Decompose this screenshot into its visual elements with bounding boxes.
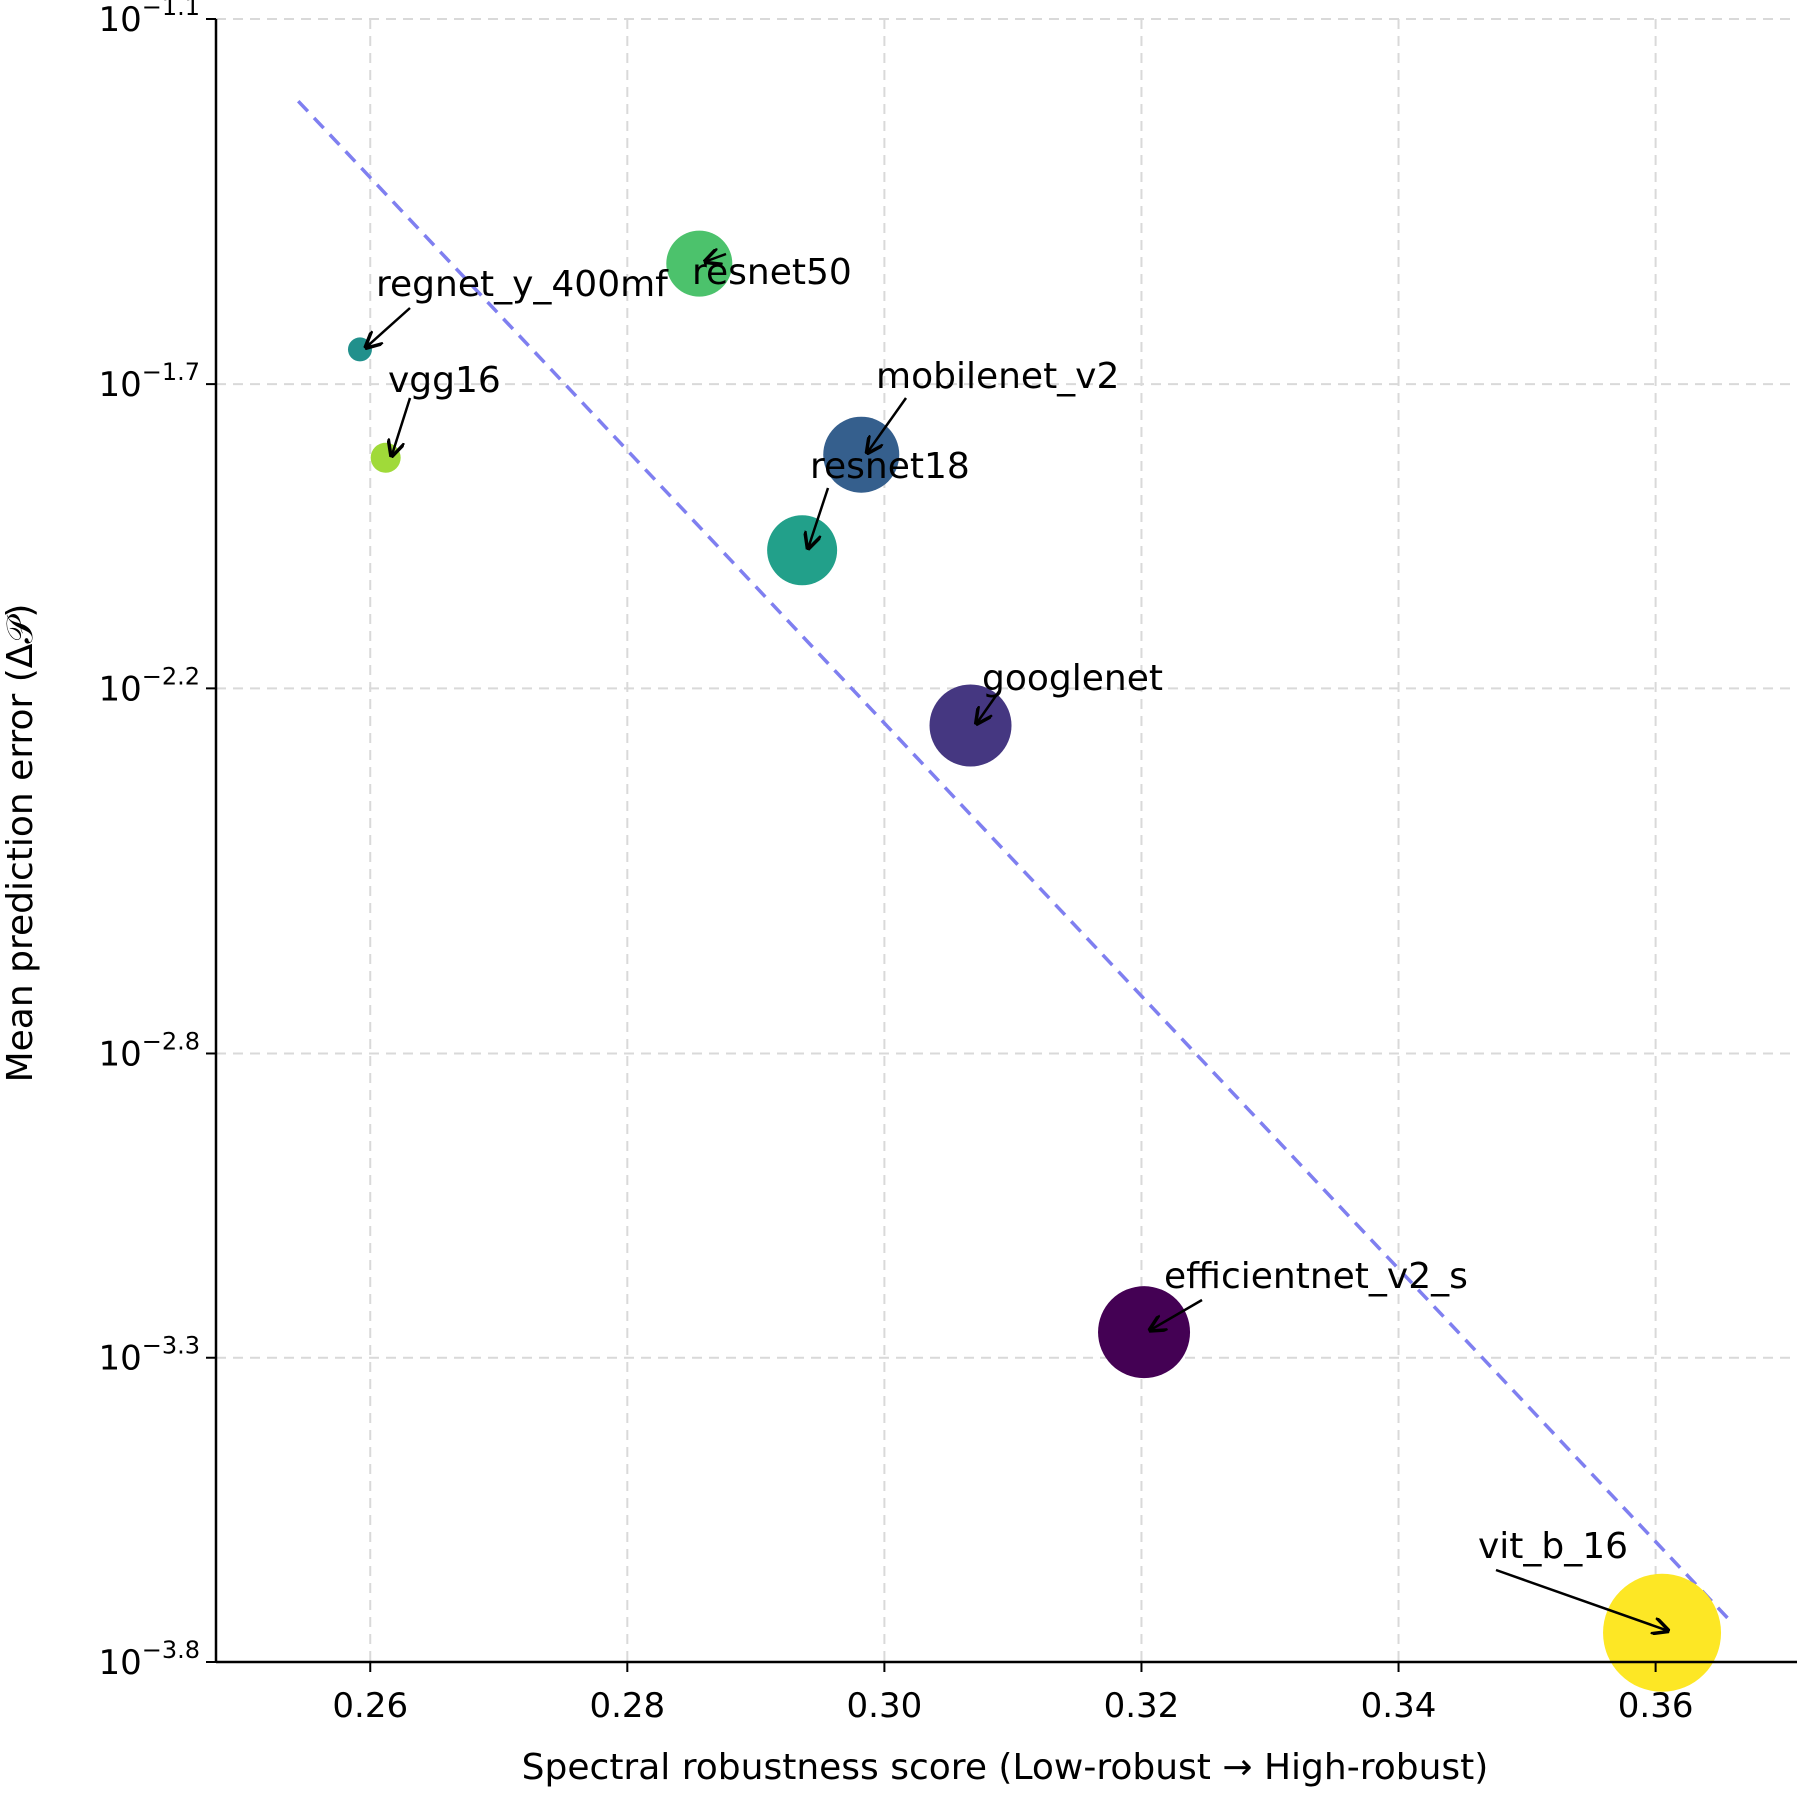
point-label: vgg16 <box>388 360 501 401</box>
x-axis-title: Spectral robustness score (Low-robust → … <box>522 1747 1489 1788</box>
point-efficientnet_v2_s <box>1098 1286 1191 1379</box>
x-ticks: 0.26 0.28 0.30 0.32 0.34 0.36 <box>332 1662 1693 1726</box>
y-tick-label: 10−2.2 <box>98 662 200 709</box>
y-tick-label: 10−2.8 <box>98 1027 200 1074</box>
annotation-arrow <box>808 487 830 548</box>
y-tick-label: 10−3.8 <box>98 1636 200 1683</box>
y-axis-title: Mean prediction error (Δ𝒫) <box>0 604 41 1083</box>
annotation-arrow <box>392 397 412 456</box>
point-label: resnet18 <box>810 446 970 487</box>
x-tick-label: 0.30 <box>847 1686 923 1726</box>
annotation-arrow <box>1495 1568 1668 1631</box>
annotation-arrow <box>1150 1298 1203 1330</box>
point-annotations: regnet_y_400mf resnet50 vgg16 mobilenet_v2r… <box>366 252 1668 1631</box>
annotation-arrow <box>705 254 727 262</box>
point-regnet_y_400mf <box>347 337 372 362</box>
trend-line <box>296 99 1731 1621</box>
point-label: efficientnet_v2_s <box>1164 1256 1468 1297</box>
y-tick-label: 10−3.3 <box>98 1332 200 1379</box>
data-points <box>347 230 1722 1692</box>
point-label: regnet_y_400mf <box>376 264 669 305</box>
point-label: resnet50 <box>692 252 852 293</box>
point-vit_b_16 <box>1603 1573 1722 1692</box>
x-tick-label: 0.26 <box>332 1686 408 1726</box>
point-resnet18 <box>767 515 838 586</box>
annotation-arrow <box>977 689 1002 723</box>
point-label: mobilenet_v2 <box>876 356 1119 397</box>
point-label: googlenet <box>982 658 1163 699</box>
x-tick-label: 0.28 <box>589 1686 665 1726</box>
y-tick-label: 10−1.1 <box>98 0 200 40</box>
point-vgg16 <box>370 442 401 473</box>
x-tick-label: 0.36 <box>1618 1686 1694 1726</box>
point-label: vit_b_16 <box>1478 1526 1628 1567</box>
x-tick-label: 0.34 <box>1361 1686 1437 1726</box>
trend-line-group <box>296 99 1731 1621</box>
y-tick-label: 10−1.7 <box>98 358 200 405</box>
annotation-arrow <box>366 307 411 347</box>
annotation-arrow <box>867 397 908 453</box>
point-resnet50 <box>666 230 733 297</box>
axes <box>214 19 1797 1664</box>
y-ticks: 10−1.1 10−1.7 10−2.2 10−2.8 10−3.3 10−3.8 <box>98 0 216 1683</box>
x-tick-label: 0.32 <box>1104 1686 1180 1726</box>
